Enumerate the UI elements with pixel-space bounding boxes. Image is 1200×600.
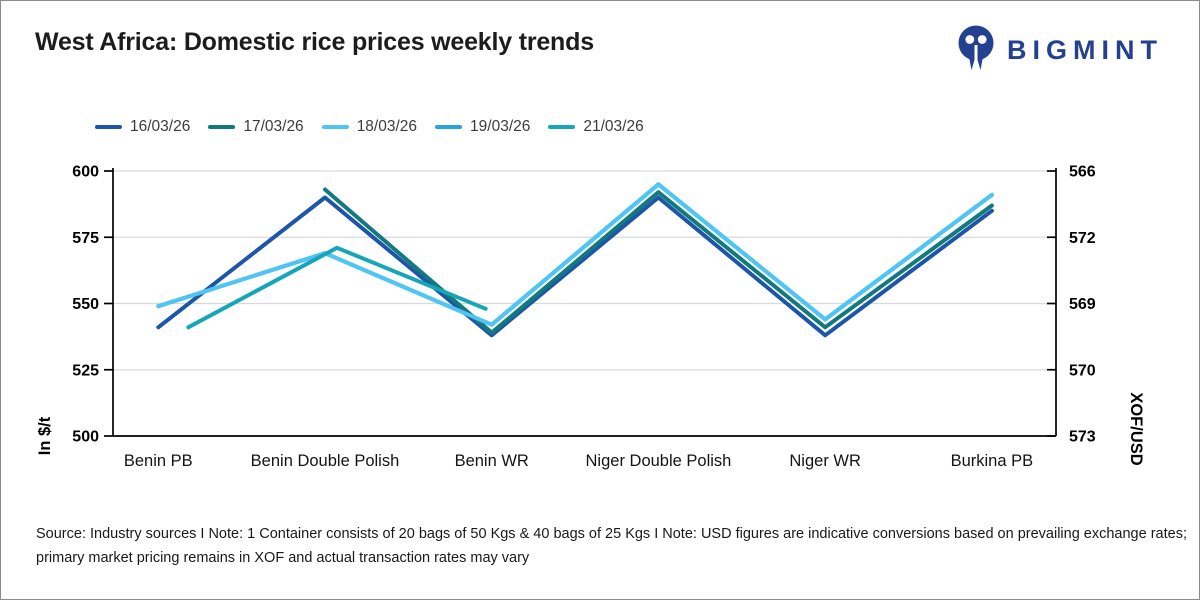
right-tick-label: 569 xyxy=(1069,296,1096,313)
legend-item-18-03-26: 18/03/26 xyxy=(321,118,418,136)
source-note-line2: primary market pricing remains in XOF an… xyxy=(36,550,530,566)
right-axis-title: XOF/USD xyxy=(1127,392,1145,465)
brand-logo: BIGMINT xyxy=(956,25,1163,75)
legend-label: 21/03/26 xyxy=(583,118,644,135)
left-axis-title: In $/t xyxy=(36,416,54,455)
category-label: Benin WR xyxy=(455,452,529,470)
legend-swatch xyxy=(95,125,122,129)
right-tick-label: 566 xyxy=(1069,164,1096,181)
right-tick-label: 570 xyxy=(1069,362,1096,379)
source-note-line1: Source: Industry sources I Note: 1 Conta… xyxy=(36,526,1187,542)
legend-item-19-03-26: 19/03/26 xyxy=(435,118,530,136)
left-tick-label: 525 xyxy=(72,362,99,379)
category-label: Benin Double Polish xyxy=(251,452,400,470)
legend-item-16-03-26: 16/03/26 xyxy=(95,118,190,136)
category-label: Benin PB xyxy=(124,452,193,470)
category-label: Niger WR xyxy=(789,452,861,470)
legend-swatch xyxy=(548,125,576,129)
series-line-17-03-26 xyxy=(323,187,994,335)
category-label: Burkina PB xyxy=(951,452,1034,470)
right-tick-label: 573 xyxy=(1069,429,1096,446)
chart-area: 600 566 575 572 550 569 525 570 500 573 Benin PB Be… xyxy=(1,151,1199,491)
legend-swatch xyxy=(435,125,463,129)
left-tick-label: 575 xyxy=(72,230,99,247)
series-line-21-03-26 xyxy=(186,245,488,330)
left-tick-label: 500 xyxy=(72,429,99,446)
trend-line-chart: 600 566 575 572 550 569 525 570 500 573 Benin PB Be… xyxy=(36,164,1145,471)
brand-name: BIGMINT xyxy=(1007,34,1163,65)
left-tick-label: 550 xyxy=(72,296,99,313)
legend-swatch xyxy=(321,125,349,129)
legend-item-21-03-26: 21/03/26 xyxy=(548,118,644,136)
category-label: Niger Double Polish xyxy=(586,452,732,470)
legend-label: 17/03/26 xyxy=(243,118,304,135)
legend-label: 16/03/26 xyxy=(130,118,191,135)
legend-swatch xyxy=(208,125,236,129)
source-note: Source: Industry sources I Note: 1 Conta… xyxy=(36,522,1187,570)
page-title: West Africa: Domestic rice prices weekly… xyxy=(35,28,594,56)
chart-legend: 16/03/26 17/03/26 18/03/26 19/03/26 21/03/26 xyxy=(95,118,644,136)
series-line-16-03-26 xyxy=(156,195,994,338)
legend-label: 18/03/26 xyxy=(356,118,418,135)
left-tick-label: 600 xyxy=(72,164,99,181)
legend-label: 19/03/26 xyxy=(470,118,531,135)
series-line-18-03-26 xyxy=(156,182,994,327)
bigmint-logo-icon xyxy=(958,25,994,70)
legend-item-17-03-26: 17/03/26 xyxy=(208,118,304,136)
right-tick-label: 572 xyxy=(1069,230,1096,247)
